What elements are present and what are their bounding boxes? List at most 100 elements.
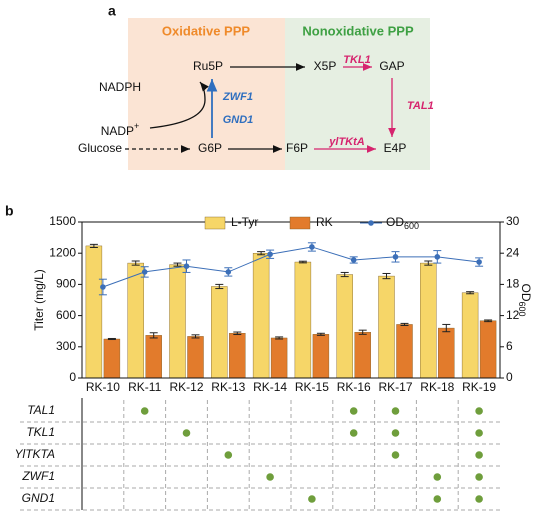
gene-dot bbox=[475, 495, 483, 503]
bar bbox=[229, 333, 246, 379]
bar bbox=[479, 320, 497, 379]
x-tick-label: RK-19 bbox=[462, 380, 496, 394]
y-tick-label: 1200 bbox=[49, 245, 76, 259]
cofactor-charge: + bbox=[134, 121, 139, 131]
point bbox=[434, 254, 441, 260]
cofactor-name: NADP bbox=[101, 124, 134, 138]
x-tick-label: RK-11 bbox=[128, 380, 161, 394]
y-tick-label: 900 bbox=[56, 277, 76, 291]
bar bbox=[354, 332, 371, 379]
gene-label: ZWF1 bbox=[21, 469, 55, 483]
error-bar bbox=[358, 329, 367, 335]
error-bar bbox=[233, 331, 242, 336]
error-bar bbox=[484, 319, 493, 323]
enzyme: GND1 bbox=[223, 114, 254, 126]
x-tick-label: RK-12 bbox=[169, 380, 203, 394]
gene-dot bbox=[266, 473, 274, 481]
gene-dot bbox=[391, 451, 400, 459]
bar bbox=[378, 275, 395, 379]
legend-swatch bbox=[204, 216, 226, 230]
error-bar bbox=[149, 332, 158, 339]
bar bbox=[127, 262, 144, 379]
metabolite: Ru5P bbox=[193, 59, 223, 73]
y-tick-label: 0 bbox=[69, 370, 76, 384]
error-bar bbox=[382, 272, 391, 280]
cofactor: NADP+ bbox=[101, 121, 140, 138]
error-bar bbox=[257, 251, 266, 256]
error-bar bbox=[466, 291, 475, 295]
metabolite: Glucose bbox=[78, 141, 122, 155]
panel-label: a bbox=[108, 3, 116, 19]
bar bbox=[396, 324, 413, 379]
cofactor: NADPH bbox=[99, 80, 141, 94]
gene-dot bbox=[391, 429, 400, 437]
error-bar bbox=[89, 243, 98, 248]
y2-axis-label-sub: 600 bbox=[517, 301, 527, 316]
error-bar bbox=[316, 332, 325, 336]
bar bbox=[461, 292, 479, 379]
legend-label: RK bbox=[316, 215, 333, 229]
region-title: Oxidative PPP bbox=[162, 23, 250, 38]
bar bbox=[211, 286, 228, 379]
y-tick-label: 300 bbox=[56, 339, 76, 353]
point bbox=[267, 251, 273, 258]
enzyme: ylTKtA bbox=[328, 136, 365, 148]
error-bar bbox=[215, 283, 224, 290]
gene-dot bbox=[308, 495, 316, 503]
x-tick-label: RK-14 bbox=[253, 380, 287, 394]
legend-label: OD600 bbox=[386, 215, 419, 231]
gene-dot bbox=[433, 495, 442, 503]
gene-label: TAL1 bbox=[27, 403, 55, 417]
plot-frame bbox=[81, 221, 501, 379]
y-tick-label: 1500 bbox=[49, 214, 76, 228]
gene-dot bbox=[182, 429, 191, 437]
gene-dot bbox=[475, 429, 483, 437]
y2-tick-label: 18 bbox=[506, 277, 520, 291]
gene-dot bbox=[391, 407, 400, 415]
metabolite: F6P bbox=[286, 141, 308, 155]
metabolite: E4P bbox=[384, 141, 407, 155]
legend-label-text: RK bbox=[316, 215, 333, 229]
point bbox=[225, 269, 232, 275]
legend-swatch bbox=[289, 216, 311, 230]
cofactor-arrow bbox=[149, 81, 209, 129]
legend-label: L-Tyr bbox=[231, 215, 258, 229]
gene-dot bbox=[433, 473, 442, 481]
x-tick-label: RK-16 bbox=[337, 380, 371, 394]
point bbox=[183, 263, 190, 270]
point bbox=[309, 244, 315, 250]
y2-axis-label-text: OD bbox=[519, 283, 533, 301]
error-bar bbox=[107, 337, 116, 341]
bar bbox=[420, 262, 437, 379]
error-bar bbox=[298, 260, 307, 264]
y2-tick-label: 0 bbox=[506, 370, 513, 384]
gene-label: YlTKTA bbox=[15, 447, 55, 461]
point bbox=[141, 269, 148, 275]
y-tick-label: 600 bbox=[56, 308, 76, 322]
error-bar bbox=[173, 262, 182, 267]
metabolite: GAP bbox=[379, 59, 404, 73]
enzyme: ZWF1 bbox=[222, 91, 253, 103]
error-bar bbox=[131, 260, 140, 266]
line bbox=[102, 246, 480, 288]
x-tick-label: RK-13 bbox=[211, 380, 245, 394]
point bbox=[392, 254, 399, 260]
point bbox=[476, 259, 482, 265]
point bbox=[100, 284, 106, 290]
bar bbox=[294, 261, 312, 379]
gene-label: TKL1 bbox=[26, 425, 55, 439]
error-bar bbox=[191, 334, 200, 339]
legend-label-text: L-Tyr bbox=[231, 215, 258, 229]
gene-dot bbox=[475, 407, 483, 415]
error-bar bbox=[424, 260, 433, 266]
chart: b 0 300 600 900 1200 1500 0 6 12 18 24 30 Titer (mg/… bbox=[5, 203, 533, 511]
metabolite: X5P bbox=[314, 59, 337, 73]
legend-label-text: OD bbox=[386, 215, 404, 229]
metabolite: G6P bbox=[198, 141, 222, 155]
error-bar bbox=[400, 322, 409, 326]
gene-dot bbox=[224, 451, 233, 459]
gene-dot bbox=[349, 407, 358, 415]
gene-dot bbox=[475, 473, 483, 481]
enzyme: TAL1 bbox=[407, 100, 434, 112]
x-tick-label: RK-17 bbox=[378, 380, 412, 394]
